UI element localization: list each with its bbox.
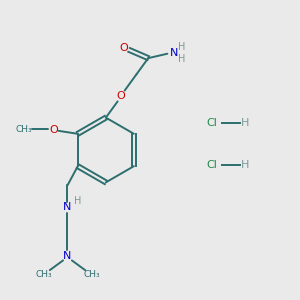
- Text: N: N: [170, 48, 178, 59]
- Text: O: O: [117, 91, 125, 100]
- Text: CH₃: CH₃: [35, 270, 52, 279]
- Text: CH₃: CH₃: [83, 270, 100, 279]
- Text: H: H: [74, 196, 82, 206]
- Text: Cl: Cl: [206, 160, 217, 170]
- Text: O: O: [120, 43, 128, 52]
- Text: O: O: [49, 125, 58, 135]
- Text: Cl: Cl: [206, 118, 217, 128]
- Text: H: H: [241, 160, 249, 170]
- Text: N: N: [63, 251, 72, 261]
- Text: H: H: [178, 42, 186, 52]
- Text: H: H: [178, 54, 186, 64]
- Text: N: N: [63, 202, 72, 212]
- Text: CH₃: CH₃: [16, 124, 32, 134]
- Text: H: H: [241, 118, 249, 128]
